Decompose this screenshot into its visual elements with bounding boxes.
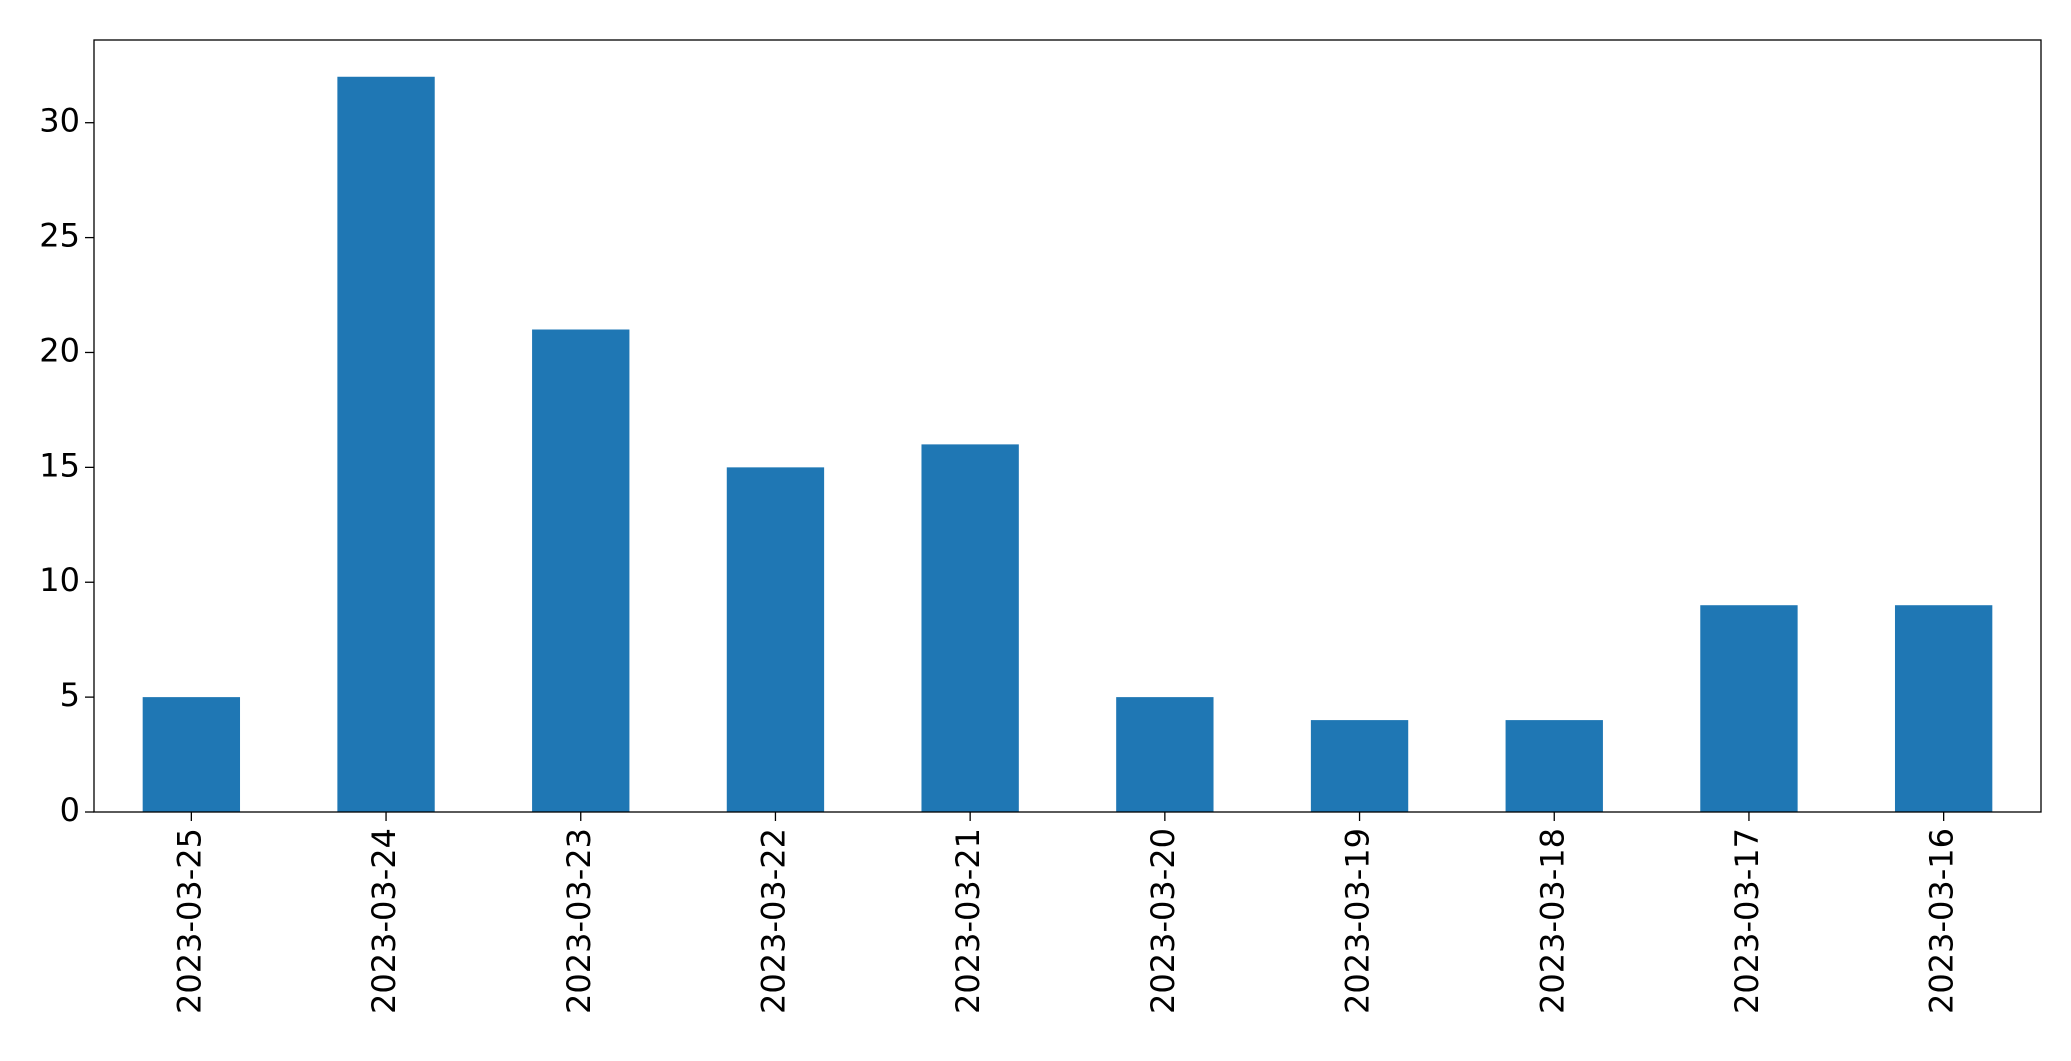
x-tick-label: 2023-03-20 <box>1144 828 1182 1014</box>
x-tick-label: 2023-03-24 <box>365 828 403 1014</box>
bar <box>1700 605 1798 812</box>
y-tick-label: 30 <box>39 102 80 140</box>
x-tick-label: 2023-03-18 <box>1533 828 1571 1014</box>
bar <box>921 444 1019 812</box>
x-tick-label: 2023-03-19 <box>1339 828 1377 1014</box>
y-tick-label: 20 <box>39 331 80 369</box>
y-tick-label: 25 <box>39 217 80 255</box>
x-tick-label: 2023-03-22 <box>754 828 792 1014</box>
y-tick-label: 15 <box>39 446 80 484</box>
x-tick-label: 2023-03-21 <box>949 828 987 1014</box>
bar <box>337 76 435 812</box>
y-tick-label: 0 <box>60 791 80 829</box>
y-tick-label: 5 <box>60 676 80 714</box>
bar <box>726 467 825 812</box>
bar <box>1505 720 1603 812</box>
x-tick-label: 2023-03-23 <box>560 828 598 1014</box>
y-tick-label: 10 <box>39 561 80 599</box>
bar <box>1310 720 1409 812</box>
x-tick-label: 2023-03-17 <box>1728 828 1766 1014</box>
axes-frame <box>93 39 2042 813</box>
bar <box>532 329 630 812</box>
x-tick-label: 2023-03-16 <box>1923 828 1961 1014</box>
x-tick-label: 2023-03-25 <box>170 828 208 1014</box>
bar <box>1894 605 1993 812</box>
bar <box>1116 697 1214 812</box>
bar <box>142 697 241 812</box>
